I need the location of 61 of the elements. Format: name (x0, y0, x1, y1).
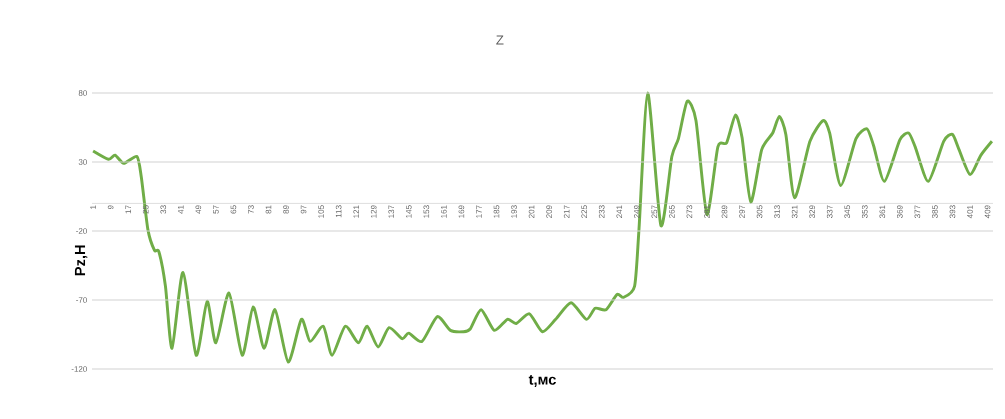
x-tick-label: 25 (142, 205, 149, 214)
x-tick-label: 321 (791, 205, 798, 219)
y-axis-title: Pz,H (74, 245, 88, 276)
x-tick-label: 201 (528, 205, 535, 218)
x-tick-label: 169 (458, 205, 465, 218)
x-tick-label: 81 (265, 205, 272, 214)
x-tick-label: 209 (546, 205, 552, 218)
x-axis-title: t,мс (528, 375, 556, 387)
x-tick-label: 385 (932, 205, 938, 219)
line-series (91, 91, 994, 364)
x-tick-label: 137 (388, 205, 395, 218)
x-tick-label: 145 (406, 205, 412, 218)
x-tick-label: 297 (739, 205, 745, 218)
x-tick-label: 225 (581, 205, 587, 218)
x-tick-label: 377 (914, 205, 921, 219)
x-tick-label: 249 (633, 205, 640, 218)
x-tick-label: 233 (598, 205, 605, 218)
y-tick-label: -70 (76, 297, 87, 303)
x-tick-label: 97 (300, 205, 307, 214)
x-tick-label: 401 (967, 205, 973, 219)
x-tick-label: 153 (423, 205, 430, 218)
x-tick-label: 161 (441, 205, 447, 218)
x-tick-label: 353 (861, 205, 868, 219)
y-tick-label: -20 (76, 228, 87, 234)
y-tick-label: -120 (71, 366, 87, 372)
chart-title: Z (496, 35, 504, 45)
x-tick-label: 129 (370, 205, 377, 218)
x-tick-label: 73 (248, 205, 254, 214)
x-tick-label: 193 (511, 205, 517, 218)
x-tick-label: 273 (686, 205, 693, 218)
x-tick-label: 281 (704, 205, 710, 218)
x-tick-label: 185 (493, 205, 500, 218)
x-tick-label: 305 (756, 205, 763, 219)
x-tick-label: 393 (949, 205, 956, 219)
x-tick-label: 65 (230, 205, 237, 214)
x-tick-label: 289 (721, 205, 728, 218)
x-tick-label: 313 (774, 205, 780, 219)
x-tick-label: 177 (476, 205, 482, 218)
x-tick-label: 121 (353, 205, 359, 218)
x-tick-label: 217 (563, 205, 570, 218)
x-tick-label: 241 (616, 205, 623, 218)
x-tick-label: 257 (651, 205, 658, 218)
x-tick-label: 33 (160, 205, 167, 214)
x-tick-label: 1 (90, 205, 96, 209)
x-tick-label: 57 (213, 205, 219, 214)
x-tick-label: 49 (195, 205, 202, 214)
x-tick-label: 361 (879, 205, 886, 219)
x-tick-label: 329 (809, 205, 815, 219)
x-tick-label: 113 (335, 205, 342, 218)
x-tick-label: 265 (669, 205, 675, 218)
x-tick-label: 345 (844, 205, 851, 219)
x-tick-label: 409 (984, 205, 991, 219)
x-tick-label: 41 (178, 205, 184, 214)
x-tick-label: 337 (826, 205, 833, 219)
x-tick-label: 369 (897, 205, 903, 219)
x-tick-label: 17 (125, 205, 131, 214)
x-tick-label: 9 (107, 205, 114, 210)
y-tick-label: 80 (78, 90, 87, 96)
x-tick-label: 105 (318, 205, 324, 218)
y-tick-label: 30 (78, 159, 87, 165)
x-tick-label: 89 (283, 205, 289, 214)
